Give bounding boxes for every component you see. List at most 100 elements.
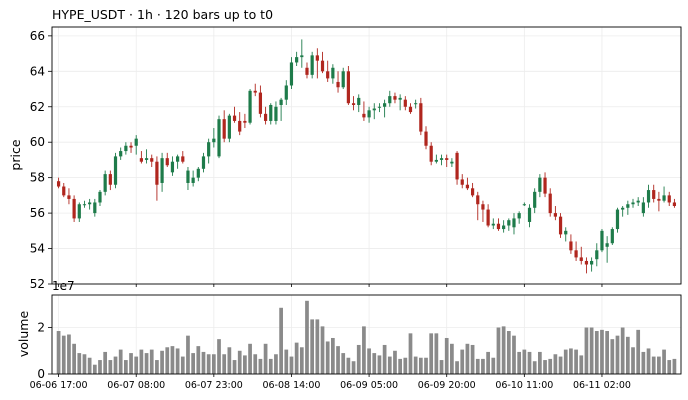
candle-down (460, 179, 464, 185)
candles (56, 39, 677, 274)
candle-down (408, 106, 413, 113)
volume-bar (657, 356, 661, 374)
price-axis-label: price (8, 139, 23, 170)
volume-bar (170, 346, 175, 374)
time-tick-label: 06-08 14:00 (262, 380, 320, 391)
candle-down (424, 131, 428, 146)
volume-bar (600, 329, 604, 374)
candle-down (672, 202, 677, 207)
volume-bar (108, 360, 113, 374)
candle-up (367, 110, 371, 118)
time-tick-label: 06-09 05:00 (340, 380, 398, 391)
candle-down (362, 113, 366, 118)
volume-bar (574, 349, 578, 374)
volume-bar (527, 351, 532, 374)
volume-bar (615, 335, 620, 374)
candle-up (517, 213, 521, 219)
volume-bar (346, 357, 351, 374)
candle-up (212, 138, 216, 143)
volume-bar (155, 360, 159, 374)
volume-bar (387, 356, 392, 374)
volume-bar (294, 342, 299, 374)
volume-bar (481, 358, 485, 374)
volume-bar (336, 346, 340, 374)
price-tick-label: 52 (30, 277, 45, 291)
volume-bar (103, 351, 108, 374)
candle-down (445, 158, 449, 160)
candle-up (269, 104, 273, 121)
volume-bar (367, 348, 371, 374)
volume-bar (620, 327, 625, 374)
volume-bar (553, 354, 558, 374)
volume-bar (77, 353, 82, 374)
candle-down (346, 71, 350, 104)
candle-up (357, 97, 361, 105)
volume-bar (424, 357, 428, 374)
volume-bar (274, 354, 278, 374)
volume-bar (82, 354, 87, 374)
candle-up (590, 260, 594, 265)
volume-bar (413, 356, 418, 374)
volume-bar (263, 343, 268, 374)
volume-bar (211, 354, 216, 374)
candle-down (56, 181, 61, 187)
chart-title: HYPE_USDT · 1h · 120 bars up to t0 (52, 7, 273, 22)
candle-up (646, 190, 651, 203)
candle-down (569, 241, 573, 251)
candle-up (414, 103, 418, 105)
volume-bar (237, 350, 242, 374)
candle-up (626, 204, 630, 208)
candle-down (305, 67, 309, 75)
price-tick-label: 56 (30, 206, 45, 220)
volume-bar (537, 351, 542, 374)
volume-bar (325, 341, 330, 374)
candle-up (227, 115, 231, 139)
volume-bar (605, 331, 610, 374)
candle-up (82, 204, 87, 206)
volume-bar (491, 357, 496, 374)
volume-bar (579, 355, 584, 374)
time-tick-label: 06-11 02:00 (573, 380, 631, 391)
volume-bar (118, 349, 123, 374)
candle-up (450, 161, 454, 164)
volume-bar (429, 333, 434, 374)
volume-bar (315, 319, 320, 374)
volume-bar (532, 361, 537, 374)
volume-bar (548, 358, 553, 374)
volume-bar (248, 343, 252, 374)
volume-bar (191, 353, 196, 374)
candle-down (657, 198, 661, 201)
price-axis: 52 54 56 58 60 62 64 66 (30, 29, 52, 291)
time-tick-label: 06-09 20:00 (418, 380, 476, 391)
candle-down (429, 145, 433, 162)
volume-bar (569, 348, 573, 374)
volume-bar (522, 349, 527, 374)
volume-bar (444, 337, 449, 374)
volume-bar (594, 331, 599, 374)
candle-up (98, 191, 102, 203)
candle-down (496, 223, 501, 230)
candle-up (631, 202, 635, 205)
candle-down (232, 115, 237, 121)
volume-bar (470, 344, 475, 374)
volume-bar (206, 354, 211, 374)
volume-bar (450, 343, 454, 374)
candle-down (108, 174, 112, 185)
volume-bar (320, 326, 325, 374)
candle-down (129, 145, 133, 148)
volume-bar (382, 344, 387, 374)
candle-down (336, 81, 340, 88)
candle-down (558, 216, 563, 235)
volume-bar (305, 300, 309, 374)
volume-bar (284, 349, 289, 374)
volume-bar (558, 356, 563, 374)
candle-down (393, 96, 397, 100)
candle-down (584, 260, 589, 265)
candle-up (284, 85, 288, 100)
volume-bar (123, 360, 128, 374)
time-tick-label: 06-07 08:00 (107, 380, 165, 391)
volume-bar (144, 353, 149, 374)
volume-tick-label: 0 (37, 367, 45, 381)
candle-up (160, 158, 164, 183)
volume-tick-label: 2 (37, 321, 45, 335)
